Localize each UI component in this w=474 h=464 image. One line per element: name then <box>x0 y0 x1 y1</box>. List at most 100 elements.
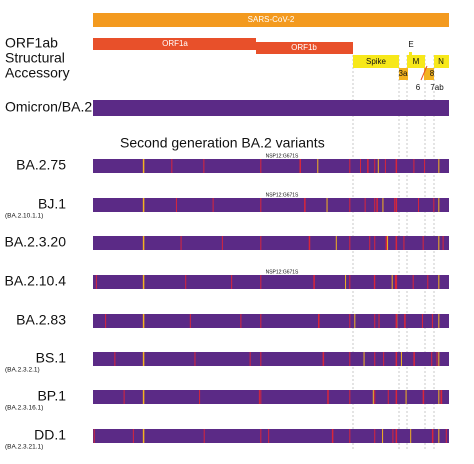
gene-e <box>409 52 412 56</box>
gene-label: 8 <box>430 69 435 78</box>
gene-label: 7ab <box>430 83 444 92</box>
mutation <box>438 159 440 173</box>
gene-n <box>434 55 449 68</box>
mutation <box>335 236 337 250</box>
mutation <box>93 429 95 443</box>
mutation <box>260 198 262 212</box>
mutation <box>395 236 398 250</box>
gene-6-7 <box>420 65 428 81</box>
gene-label: 3a <box>399 69 408 78</box>
mutation <box>427 275 429 289</box>
variant-sublabel: (BA.2.3.21.1) <box>5 444 43 451</box>
variant-bar <box>93 198 449 212</box>
mutation <box>438 390 440 404</box>
variant-bar <box>93 236 449 250</box>
mutation <box>404 314 406 328</box>
mutation <box>372 390 374 404</box>
mutation <box>317 159 319 173</box>
mutation <box>442 236 444 250</box>
mutation <box>327 390 329 404</box>
mutation <box>175 198 177 212</box>
gene-orf1b <box>256 42 353 54</box>
mutation <box>418 198 420 212</box>
mutation <box>132 429 134 443</box>
reference-bar <box>93 100 449 116</box>
mutation <box>374 390 376 404</box>
mutation <box>142 198 145 212</box>
variant-label: BP.1 <box>37 388 66 404</box>
mutation <box>438 314 440 328</box>
gene-m <box>407 55 425 68</box>
mutation <box>374 275 376 289</box>
section-title: Second generation BA.2 variants <box>120 135 325 151</box>
mutation <box>374 352 376 366</box>
mutation <box>260 352 262 366</box>
mutation <box>349 275 351 289</box>
variant-note: NSP12:G671S <box>266 192 299 198</box>
mutation <box>260 429 262 443</box>
variant-bar <box>93 275 449 289</box>
mutation <box>395 198 398 212</box>
mutation <box>123 390 125 404</box>
gene-label: N <box>438 57 444 66</box>
mutation <box>382 198 384 212</box>
mutation <box>185 275 187 289</box>
mutation <box>413 159 415 173</box>
mutation <box>313 275 315 289</box>
mutation <box>438 352 440 366</box>
mutation <box>363 352 365 366</box>
gene-label: E <box>408 40 413 49</box>
mutation <box>433 198 435 212</box>
variant-label: BA.2.75 <box>16 157 66 173</box>
mutation <box>374 429 376 443</box>
gene-label: M <box>413 57 420 66</box>
variant-bar <box>93 352 449 366</box>
mutation <box>438 236 440 250</box>
mutation <box>212 198 214 212</box>
mutation <box>374 236 376 250</box>
mutation <box>331 429 334 443</box>
mutation <box>199 390 201 404</box>
mutation <box>203 429 205 443</box>
mutation <box>249 352 251 366</box>
mutation <box>308 236 311 250</box>
mutation <box>304 198 306 212</box>
mutation <box>376 198 378 212</box>
mutation <box>349 159 351 173</box>
genome-bar <box>93 13 449 27</box>
mutation <box>326 198 328 212</box>
variant-label: BS.1 <box>36 350 67 366</box>
gene-3a <box>399 68 408 80</box>
mutation <box>395 159 398 173</box>
mutation <box>395 429 398 443</box>
track-label: ORF1ab <box>5 35 58 51</box>
mutation <box>394 198 396 212</box>
mutation <box>387 390 389 404</box>
mutation <box>438 275 440 289</box>
mutation <box>194 352 196 366</box>
mutation <box>142 352 145 366</box>
genome-label: SARS-CoV-2 <box>248 15 295 24</box>
mutation <box>395 275 398 289</box>
mutation <box>377 159 379 173</box>
variant-label: BJ.1 <box>38 196 66 212</box>
mutation <box>142 159 145 173</box>
mutation <box>349 429 351 443</box>
variant-label: DD.1 <box>34 427 66 443</box>
mutation <box>142 275 145 289</box>
mutation <box>260 314 262 328</box>
mutation <box>438 429 440 443</box>
mutation <box>142 314 145 328</box>
mutation <box>203 159 205 173</box>
mutation <box>395 314 398 328</box>
variant-label: BA.2.83 <box>16 312 66 328</box>
mutation <box>180 236 182 250</box>
mutation <box>422 390 425 404</box>
mutation <box>431 352 433 366</box>
mutation <box>114 352 116 366</box>
mutation <box>395 352 398 366</box>
mutation <box>142 429 145 443</box>
mutation <box>421 314 423 328</box>
mutation <box>431 429 434 443</box>
mutation <box>142 390 145 404</box>
